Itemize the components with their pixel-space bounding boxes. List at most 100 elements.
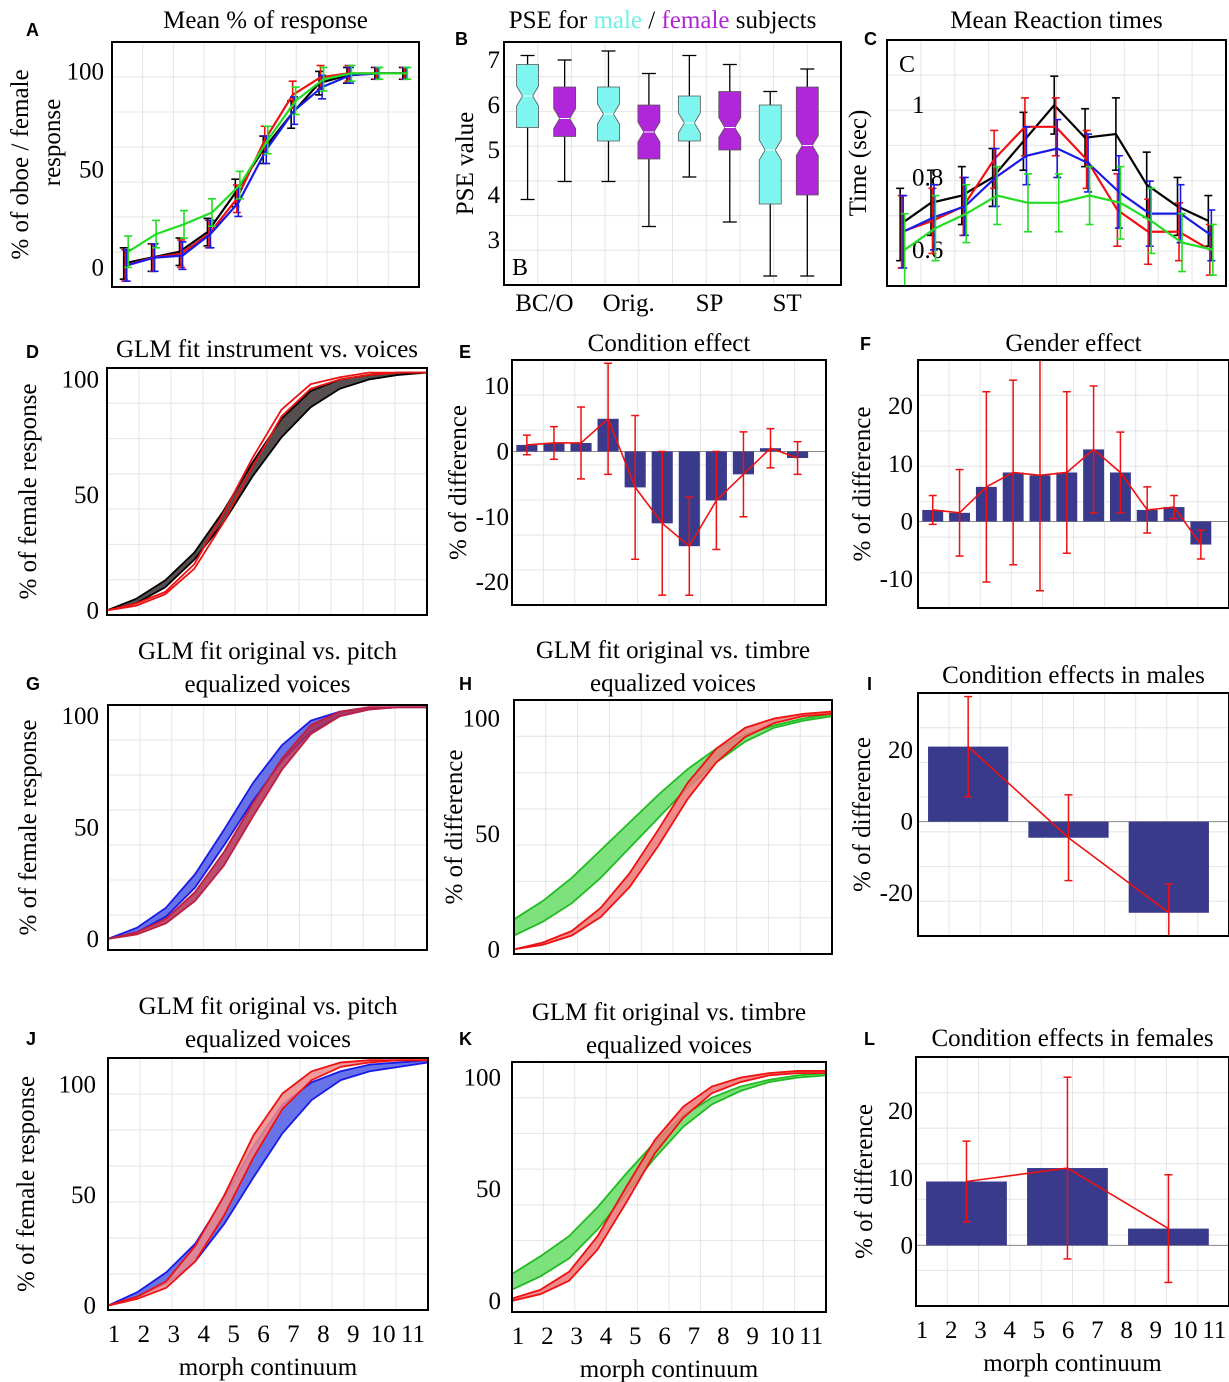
x-tick-label: 7 <box>1091 1317 1104 1344</box>
panel-title: Condition effects in females <box>931 1025 1213 1052</box>
category-label: SP <box>696 290 724 317</box>
plot-area <box>514 710 832 951</box>
y-tick-label: 20 <box>888 1098 913 1125</box>
plot-area <box>896 75 1217 286</box>
band-upper-edge <box>514 712 832 921</box>
panel-letter: K <box>459 1029 472 1049</box>
band-1 <box>107 371 427 612</box>
panel-letter: D <box>26 342 39 362</box>
y-tick-label: 100 <box>62 703 100 730</box>
x-tick-label: 11 <box>1202 1317 1226 1344</box>
y-tick-label: 0 <box>84 1293 97 1320</box>
plot-frame <box>107 704 428 951</box>
x-tick-label: 9 <box>746 1323 759 1350</box>
y-tick-label: 50 <box>476 1176 501 1203</box>
x-tick-label: 1 <box>512 1323 525 1350</box>
panel-title: GLM fit original vs. pitch <box>139 993 398 1020</box>
series-2 <box>899 118 1216 269</box>
grid <box>512 1062 826 1312</box>
y-tick-label: 0 <box>87 926 100 953</box>
panel-title: Condition effect <box>588 330 751 357</box>
series-line <box>124 72 405 267</box>
title-part: PSE for <box>509 7 594 34</box>
panel-letter: A <box>26 20 39 40</box>
y-axis-label: % of difference <box>441 749 468 904</box>
y-tick-label: 0 <box>901 809 914 836</box>
grid <box>108 1058 428 1310</box>
plot-area <box>108 1059 428 1307</box>
y-tick-label: -20 <box>880 880 913 907</box>
y-tick-label: 10 <box>888 1165 913 1192</box>
x-tick-label: 11 <box>401 1321 425 1348</box>
panel-b: 3 4 5 6 7 BC/O Orig. SP ST B PSE for male / female… <box>452 7 842 317</box>
band-lower-edge <box>512 1072 826 1302</box>
grid <box>107 368 427 615</box>
panel-title: equalized voices <box>590 670 756 697</box>
box-ST-male <box>758 90 782 277</box>
y-tick-label: 100 <box>62 367 100 394</box>
category-label: ST <box>772 290 801 317</box>
panel-letter: I <box>867 674 872 694</box>
band-lower-edge <box>514 712 832 951</box>
x-tick-label: 7 <box>287 1321 300 1348</box>
x-tick-label: 10 <box>769 1323 794 1350</box>
x-axis-label: morph continuum <box>179 1354 358 1381</box>
box <box>553 86 577 137</box>
y-tick-label: 100 <box>67 58 105 85</box>
box-Orig.-male <box>597 50 620 183</box>
x-tick-label: 9 <box>1150 1317 1163 1344</box>
y-tick-label: 0 <box>87 597 100 624</box>
plot-area <box>108 706 427 940</box>
y-tick-label: 7 <box>488 47 501 74</box>
panel-title: equalized voices <box>586 1032 752 1059</box>
y-tick-label: 100 <box>59 1072 97 1099</box>
inner-label: B <box>512 255 528 281</box>
x-tick-label: 3 <box>168 1321 181 1348</box>
y-tick-label: 10 <box>888 451 913 478</box>
x-tick-label: 6 <box>658 1323 671 1350</box>
x-tick-label: 2 <box>541 1323 554 1350</box>
x-tick-label: 3 <box>974 1317 987 1344</box>
y-tick-label: 1 <box>912 92 925 119</box>
y-tick-label: 20 <box>888 393 913 420</box>
y-tick-label: 20 <box>888 737 913 764</box>
y-tick-label: 50 <box>79 156 104 183</box>
box <box>677 95 701 142</box>
category-label: BC/O <box>515 290 573 317</box>
panel-title: Mean Reaction times <box>950 7 1162 34</box>
series-line <box>123 72 403 265</box>
panel-title: Gender effect <box>1005 330 1141 357</box>
panel-title: Mean % of response <box>163 7 368 34</box>
y-axis-label: % of female response <box>15 384 42 600</box>
series-1 <box>897 97 1214 276</box>
y-tick-label: 0.8 <box>912 164 943 191</box>
category-label: Orig. <box>603 290 655 317</box>
x-tick-label: 10 <box>1173 1317 1198 1344</box>
panel-letter: F <box>860 334 871 354</box>
plot-frame <box>917 692 1229 937</box>
panel-title: Condition effects in males <box>942 662 1205 689</box>
title-part: subjects <box>730 7 817 34</box>
y-tick-label: 50 <box>74 815 99 842</box>
series-1 <box>121 64 409 282</box>
panel-letter: C <box>864 29 877 49</box>
plot-frame <box>503 41 842 286</box>
panel-k: 0 50 100 GLM fit original vs. timbre equaliz… <box>459 999 827 1382</box>
x-tick-label: 5 <box>629 1323 642 1350</box>
series-line <box>126 72 406 267</box>
x-tick-label: 4 <box>1003 1317 1016 1344</box>
plot-area <box>119 64 412 282</box>
title-part: male <box>593 7 642 34</box>
grid <box>112 42 419 287</box>
series-0 <box>896 75 1213 262</box>
x-tick-label: 1 <box>108 1321 121 1348</box>
plot-frame <box>886 39 1227 287</box>
y-tick-label: 100 <box>463 705 501 732</box>
box-ST-female <box>795 68 819 277</box>
grid <box>504 42 841 285</box>
y-tick-label: 0 <box>497 438 510 465</box>
band-0 <box>514 712 832 937</box>
plot-frame <box>111 41 420 288</box>
panel-title: PSE for male / female subjects <box>509 7 817 34</box>
inner-label: C <box>899 52 915 78</box>
